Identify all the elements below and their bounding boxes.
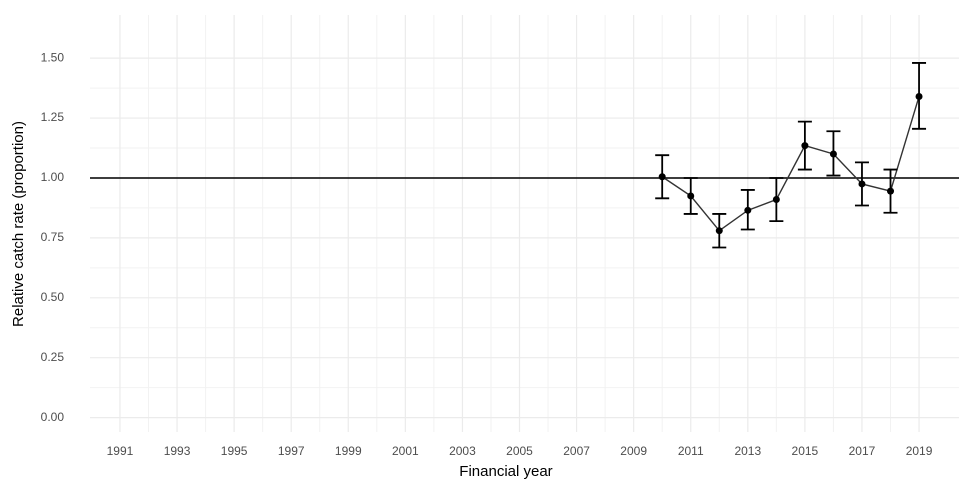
x-tick-label: 2015 <box>792 444 819 458</box>
x-tick-label: 1997 <box>278 444 305 458</box>
x-tick-label: 1991 <box>107 444 134 458</box>
y-tick-label: 0.25 <box>41 350 65 364</box>
x-tick-label: 2005 <box>506 444 533 458</box>
data-point <box>658 173 666 181</box>
x-tick-label: 2009 <box>620 444 647 458</box>
y-tick-label: 1.25 <box>41 110 65 124</box>
y-tick-label: 0.00 <box>41 410 65 424</box>
data-point <box>744 206 752 214</box>
y-axis-title: Relative catch rate (proportion) <box>10 121 27 327</box>
x-tick-label: 2001 <box>392 444 419 458</box>
x-tick-label: 2007 <box>563 444 590 458</box>
x-axis-title: Financial year <box>459 463 552 480</box>
data-point <box>887 187 895 195</box>
y-tick-label: 1.00 <box>41 170 65 184</box>
x-tick-label: 1993 <box>164 444 191 458</box>
data-point <box>829 150 837 158</box>
x-tick-label: 2011 <box>678 444 704 458</box>
x-tick-label: 1995 <box>221 444 248 458</box>
y-tick-label: 0.75 <box>41 230 65 244</box>
data-point <box>715 227 723 235</box>
data-line <box>661 96 920 232</box>
data-point <box>858 180 866 188</box>
data-point <box>772 196 780 204</box>
x-tick-label: 1999 <box>335 444 362 458</box>
x-tick-label: 2019 <box>906 444 933 458</box>
data-point <box>801 142 809 150</box>
x-tick-label: 2017 <box>849 444 876 458</box>
x-tick-label: 2003 <box>449 444 476 458</box>
x-tick-label: 2013 <box>734 444 761 458</box>
y-tick-label: 0.50 <box>41 290 65 304</box>
y-tick-label: 1.50 <box>41 50 65 64</box>
data-point <box>687 192 695 200</box>
data-point <box>915 92 923 100</box>
